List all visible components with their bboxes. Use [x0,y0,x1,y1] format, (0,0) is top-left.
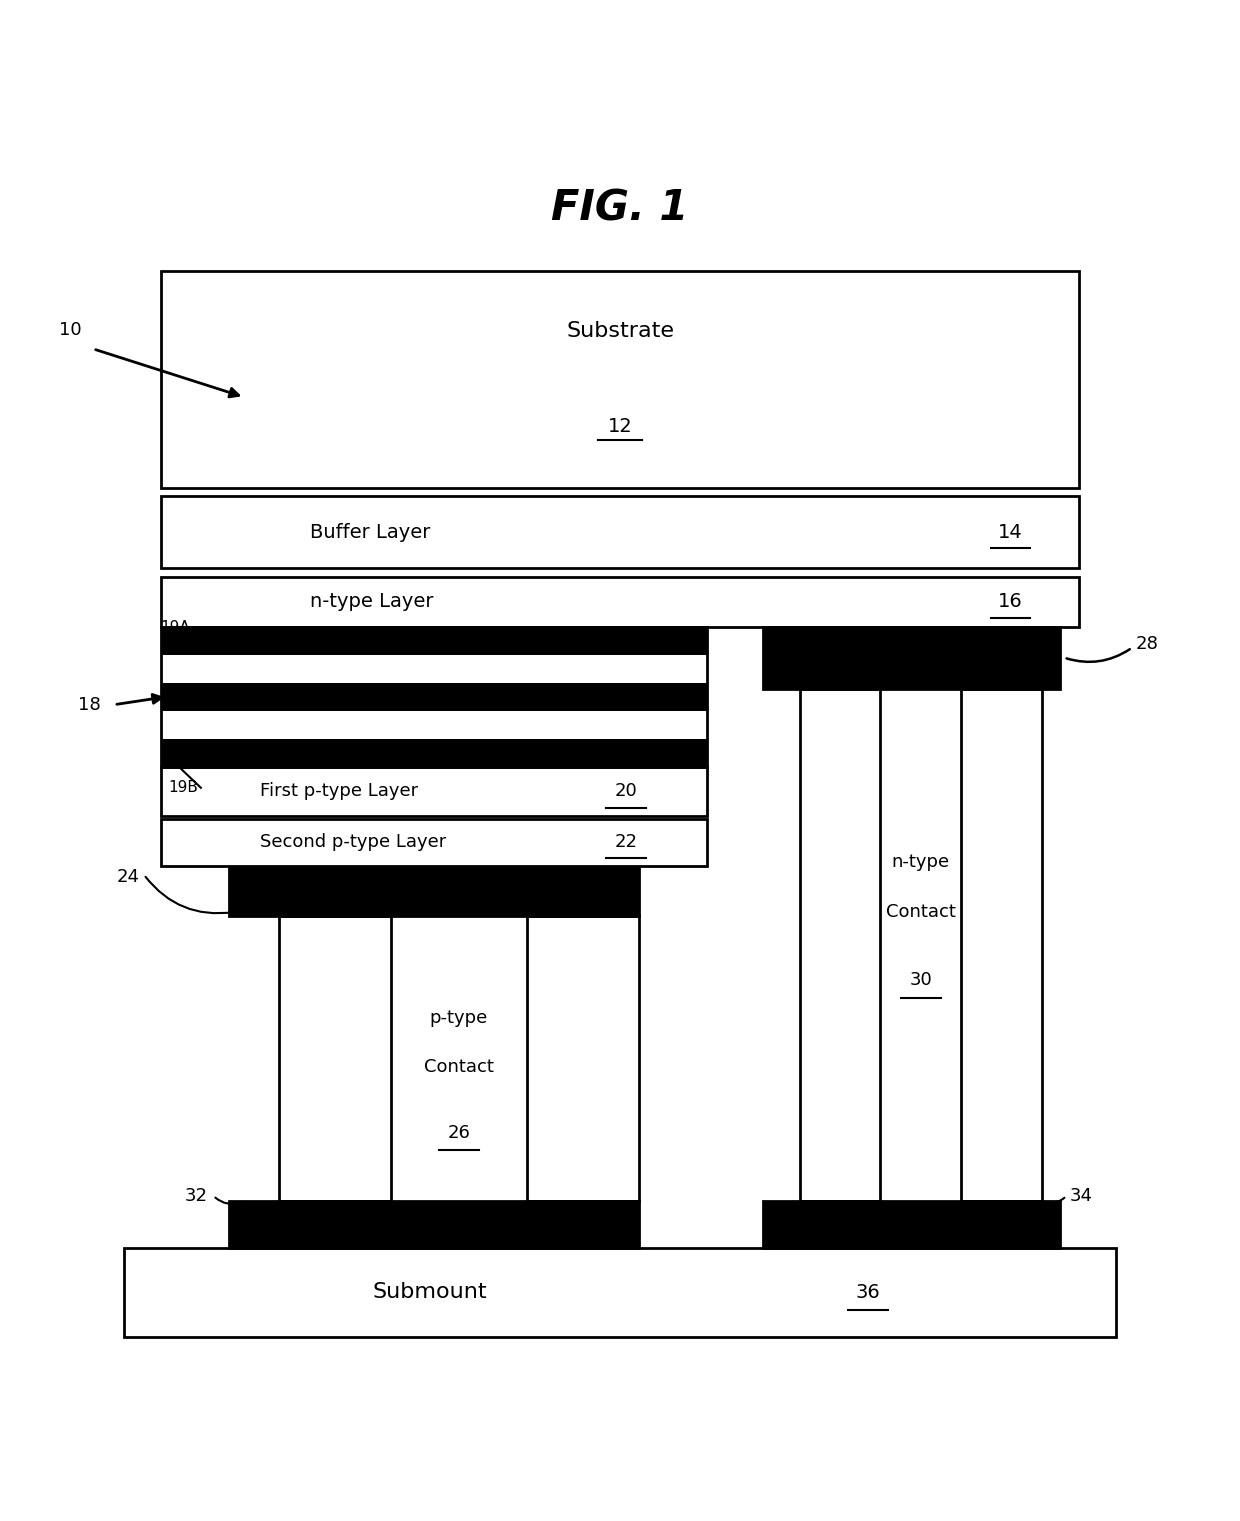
Text: 32: 32 [185,1186,207,1205]
Text: 36: 36 [856,1282,880,1302]
Text: 10: 10 [60,321,82,339]
Text: n-type Layer: n-type Layer [310,592,434,611]
Bar [161,710,707,739]
Text: Substrate: Substrate [565,321,675,341]
Text: 19A: 19A [160,621,190,636]
Text: 28: 28 [1136,634,1158,653]
Text: 34: 34 [1070,1186,1092,1205]
Text: n-type: n-type [892,853,950,872]
Text: 30: 30 [909,972,932,989]
Bar [161,654,707,683]
Text: p-type: p-type [430,1008,487,1027]
Bar [161,818,707,865]
Text: 18: 18 [78,695,100,713]
Text: 14: 14 [998,523,1023,541]
Text: 26: 26 [448,1124,470,1142]
Bar [763,627,1060,689]
Bar [229,1200,639,1247]
Bar [161,627,707,767]
Bar [161,767,707,817]
Bar [161,271,1079,488]
Bar [800,689,880,1200]
Text: Second p-type Layer: Second p-type Layer [260,834,446,852]
Text: First p-type Layer: First p-type Layer [260,782,419,800]
Text: Contact: Contact [885,903,956,922]
Text: Buffer Layer: Buffer Layer [310,523,430,541]
Bar [161,627,707,767]
Bar [124,1247,1116,1337]
Text: Contact: Contact [424,1059,494,1077]
Bar [161,496,1079,569]
Text: 24: 24 [117,868,139,887]
Text: 12: 12 [608,417,632,437]
Bar [763,1200,1060,1247]
Text: 22: 22 [615,834,637,852]
Bar [161,683,707,710]
Text: 20: 20 [615,782,637,800]
Bar [161,576,1079,627]
Bar [161,627,707,654]
Text: 16: 16 [998,592,1023,611]
Text: Submount: Submount [372,1282,486,1302]
Text: 19B: 19B [169,780,198,795]
Bar [961,689,1042,1200]
Bar [279,916,391,1200]
Text: FIG. 1: FIG. 1 [552,187,688,230]
Bar [527,916,639,1200]
Bar [229,868,639,916]
Bar [161,739,707,767]
